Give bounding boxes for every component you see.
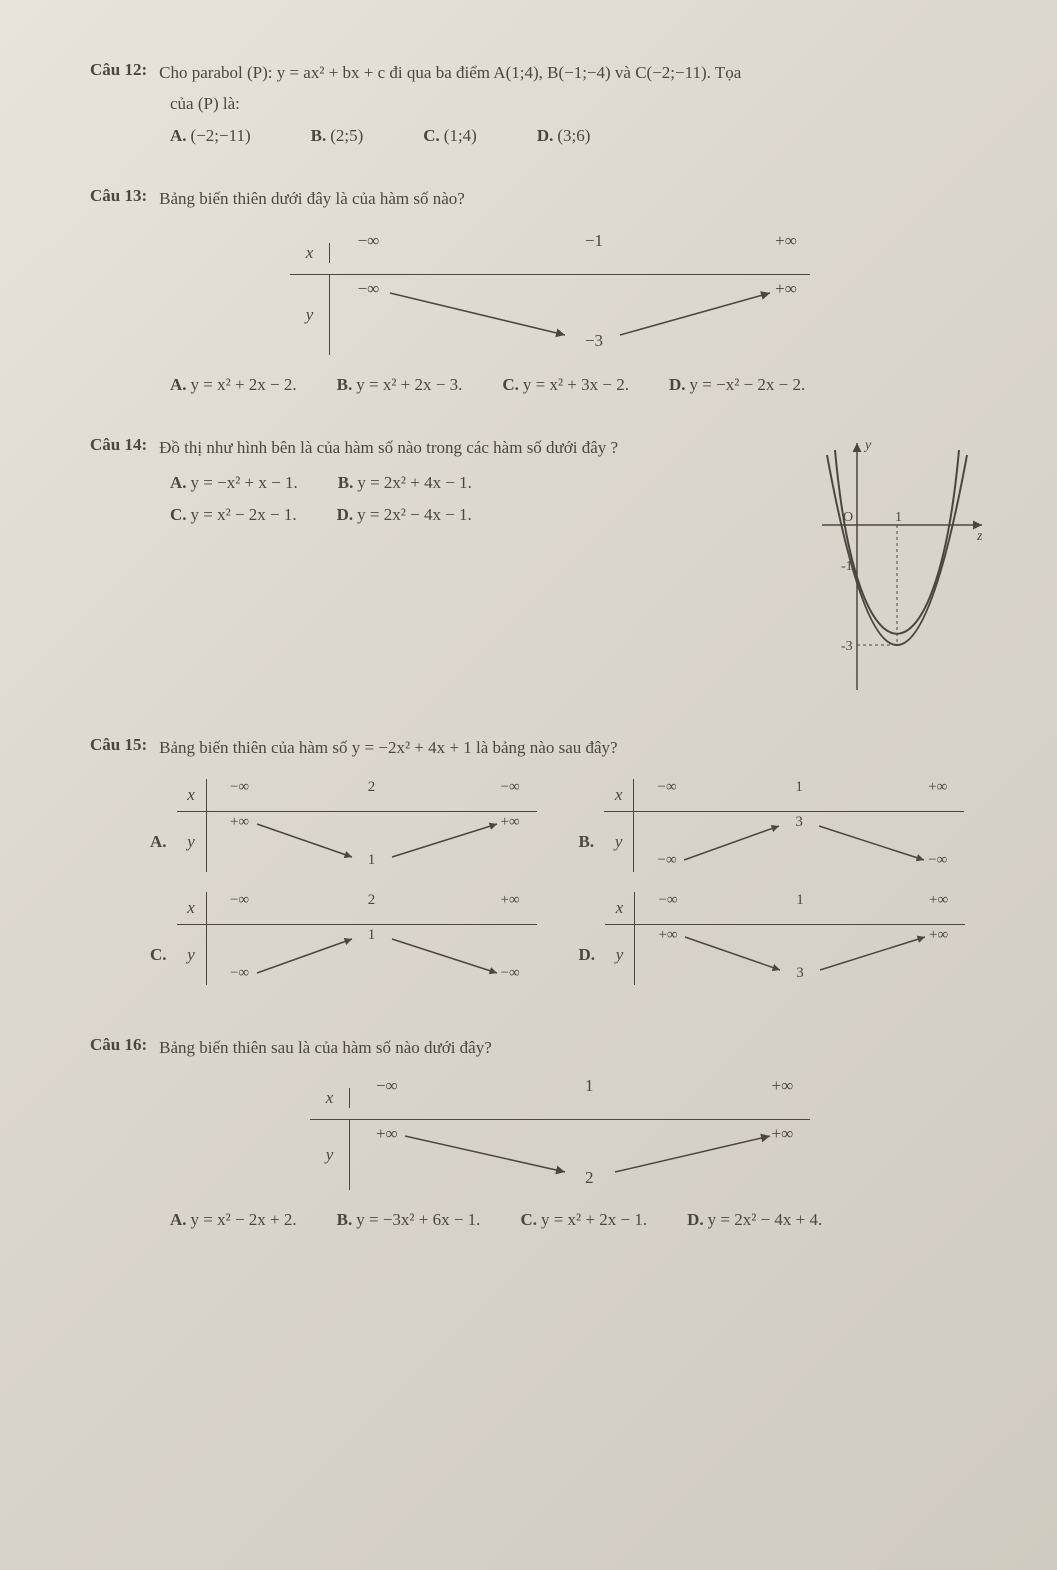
exam-page: Câu 12: Cho parabol (P): y = ax² + bx + …: [0, 0, 1057, 1570]
q16-ans-c: C.y = x² + 2x − 1.: [520, 1210, 647, 1230]
q15-ans-a: A. x −∞ 2 −∞ y +∞ 1: [150, 779, 539, 872]
q13-ans-c: C.y = x² + 3x − 2.: [502, 375, 629, 395]
question-16: Câu 16: Bảng biến thiên sau là của hàm s…: [90, 1035, 987, 1231]
arrows-icon: [634, 812, 964, 872]
vt-x-mid: −1: [585, 231, 603, 251]
arrows-icon: [207, 925, 537, 985]
q14-text: Đồ thị như hình bên là của hàm số nào tr…: [159, 435, 787, 461]
mark-y-neg3: -3: [841, 639, 853, 654]
q15-ans-c: C. x −∞ 2 +∞ y −∞ 1: [150, 892, 539, 985]
q12-ans-a: A.(−2;−11): [170, 126, 251, 146]
q12-text-line2: của (P) là:: [170, 94, 987, 114]
q15-ans-d: D. x −∞ 1 +∞ y +∞ 3: [579, 892, 968, 985]
q16-ans-b: B.y = −3x² + 6x − 1.: [337, 1210, 481, 1230]
q16-number: Câu 16:: [90, 1035, 147, 1055]
vt-x-label: x: [290, 243, 330, 263]
arrows-icon: [635, 925, 965, 985]
q15-text: Bảng biến thiên của hàm số y = −2x² + 4x…: [159, 735, 987, 761]
q13-ans-a: A.y = x² + 2x − 2.: [170, 375, 297, 395]
question-15: Câu 15: Bảng biến thiên của hàm số y = −…: [90, 735, 987, 985]
x-axis-label: z: [976, 529, 983, 544]
arrows-icon: [350, 1120, 810, 1190]
q12-text-line1: Cho parabol (P): y = ax² + bx + c đi qua…: [159, 60, 987, 86]
q14-ans-b: B.y = 2x² + 4x − 1.: [338, 473, 472, 493]
q13-number: Câu 13:: [90, 186, 147, 206]
q15-number: Câu 15:: [90, 735, 147, 755]
q12-ans-d: D.(3;6): [537, 126, 591, 146]
question-13: Câu 13: Bảng biến thiên dưới đây là của …: [90, 186, 987, 396]
q16-text: Bảng biến thiên sau là của hàm số nào dư…: [159, 1035, 987, 1061]
q12-number: Câu 12:: [90, 60, 147, 80]
q16-ans-d: D.y = 2x² − 4x + 4.: [687, 1210, 822, 1230]
q12-ans-c: C.(1;4): [423, 126, 477, 146]
vt-x-right: +∞: [775, 231, 797, 251]
mark-x-1: 1: [895, 510, 902, 525]
q15-ans-b: B. x −∞ 1 +∞ y −∞ 3: [579, 779, 968, 872]
q13-text: Bảng biến thiên dưới đây là của hàm số n…: [159, 186, 987, 212]
q13-ans-b: B.y = x² + 2x − 3.: [337, 375, 463, 395]
q14-ans-c: C.y = x² − 2x − 1.: [170, 505, 297, 525]
q16-ans-a: A.y = x² − 2x + 2.: [170, 1210, 297, 1230]
question-14: Câu 14: Đồ thị như hình bên là của hàm s…: [90, 435, 987, 695]
question-12: Câu 12: Cho parabol (P): y = ax² + bx + …: [90, 60, 987, 146]
q14-ans-d: D.y = 2x² − 4x − 1.: [337, 505, 472, 525]
y-axis-label: y: [863, 438, 872, 453]
q14-ans-a: A.y = −x² + x − 1.: [170, 473, 298, 493]
vt-arrows-icon: [330, 275, 810, 355]
vt-x-left: −∞: [358, 231, 380, 251]
arrows-icon: [207, 812, 537, 872]
q14-number: Câu 14:: [90, 435, 147, 455]
q13-ans-d: D.y = −x² − 2x − 2.: [669, 375, 805, 395]
vt-y-label: y: [290, 275, 330, 355]
q13-variation-table: x −∞ −1 +∞ y −∞ −3 +∞: [290, 231, 810, 355]
q12-ans-b: B.(2;5): [311, 126, 364, 146]
q14-parabola-graph: z y O 1 -1 -3: [817, 435, 987, 695]
q16-variation-table: x −∞ 1 +∞ y +∞ 2 +∞: [310, 1076, 810, 1190]
